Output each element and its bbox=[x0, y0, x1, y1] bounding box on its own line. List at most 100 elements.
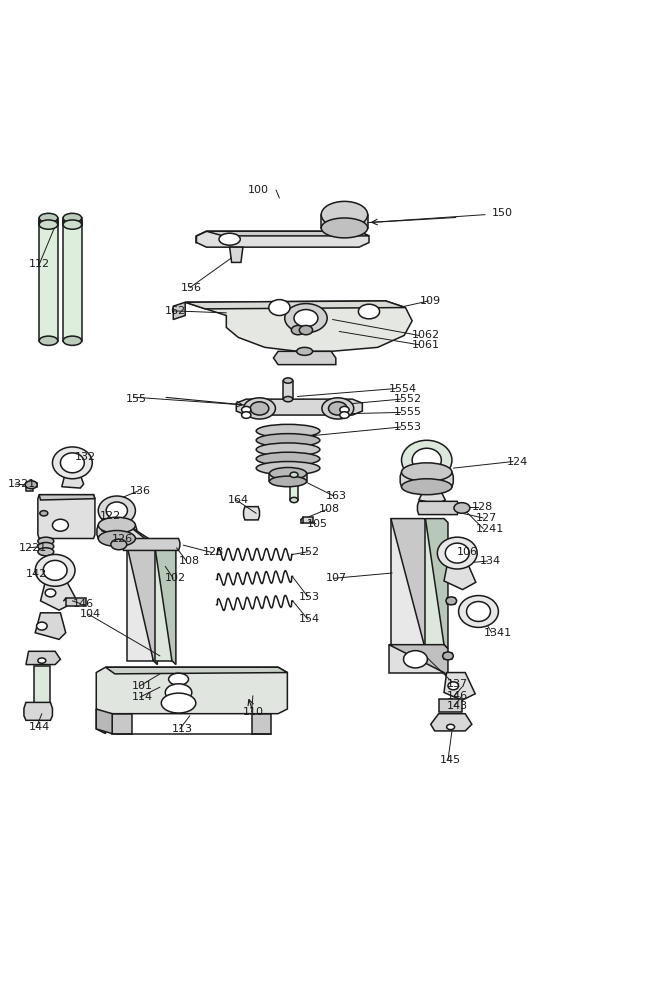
Text: 146: 146 bbox=[72, 599, 94, 609]
Polygon shape bbox=[115, 542, 123, 547]
Polygon shape bbox=[26, 651, 61, 665]
Polygon shape bbox=[439, 699, 462, 712]
Polygon shape bbox=[185, 301, 412, 351]
Polygon shape bbox=[458, 505, 466, 511]
Text: 113: 113 bbox=[172, 724, 193, 734]
Polygon shape bbox=[426, 519, 448, 649]
Ellipse shape bbox=[438, 537, 477, 569]
Ellipse shape bbox=[459, 596, 498, 627]
Ellipse shape bbox=[256, 434, 320, 447]
Ellipse shape bbox=[321, 201, 368, 228]
Text: 108: 108 bbox=[178, 556, 199, 566]
Ellipse shape bbox=[402, 463, 452, 481]
Text: 150: 150 bbox=[491, 208, 513, 218]
Ellipse shape bbox=[219, 233, 240, 245]
Ellipse shape bbox=[38, 658, 46, 663]
Polygon shape bbox=[39, 221, 58, 341]
Polygon shape bbox=[444, 653, 452, 659]
Polygon shape bbox=[389, 645, 448, 677]
Ellipse shape bbox=[339, 403, 350, 411]
Polygon shape bbox=[63, 221, 82, 341]
Ellipse shape bbox=[25, 481, 37, 489]
Polygon shape bbox=[431, 714, 472, 731]
Polygon shape bbox=[96, 709, 106, 734]
Polygon shape bbox=[42, 550, 50, 554]
Polygon shape bbox=[102, 525, 159, 550]
Text: 1552: 1552 bbox=[394, 394, 422, 404]
Text: 137: 137 bbox=[447, 679, 467, 689]
Text: 1061: 1061 bbox=[412, 340, 440, 350]
Text: 128: 128 bbox=[472, 502, 493, 512]
Ellipse shape bbox=[358, 304, 380, 319]
Text: 1553: 1553 bbox=[394, 422, 422, 432]
Ellipse shape bbox=[404, 651, 428, 668]
Text: 163: 163 bbox=[326, 491, 347, 501]
Polygon shape bbox=[391, 519, 428, 649]
Polygon shape bbox=[42, 544, 50, 548]
Ellipse shape bbox=[256, 452, 320, 465]
Polygon shape bbox=[62, 471, 84, 488]
Text: 1554: 1554 bbox=[389, 384, 417, 394]
Polygon shape bbox=[41, 580, 77, 610]
Ellipse shape bbox=[98, 517, 136, 533]
Ellipse shape bbox=[39, 336, 58, 345]
Polygon shape bbox=[96, 667, 287, 714]
Polygon shape bbox=[122, 538, 180, 550]
Ellipse shape bbox=[322, 398, 354, 419]
Ellipse shape bbox=[45, 589, 56, 597]
Ellipse shape bbox=[283, 396, 293, 402]
Text: 126: 126 bbox=[112, 534, 133, 544]
Ellipse shape bbox=[162, 693, 196, 713]
Ellipse shape bbox=[98, 531, 136, 546]
Text: 104: 104 bbox=[80, 609, 102, 619]
Text: 155: 155 bbox=[126, 394, 146, 404]
Polygon shape bbox=[229, 247, 243, 262]
Polygon shape bbox=[273, 351, 336, 365]
Polygon shape bbox=[272, 465, 304, 471]
Ellipse shape bbox=[37, 622, 47, 630]
Ellipse shape bbox=[63, 213, 82, 223]
Ellipse shape bbox=[250, 402, 269, 415]
Polygon shape bbox=[185, 301, 406, 309]
Polygon shape bbox=[269, 473, 307, 481]
Polygon shape bbox=[112, 714, 132, 734]
Polygon shape bbox=[97, 525, 137, 538]
Ellipse shape bbox=[246, 403, 257, 411]
Ellipse shape bbox=[43, 560, 67, 580]
Polygon shape bbox=[38, 495, 95, 538]
Text: 144: 144 bbox=[29, 722, 50, 732]
Ellipse shape bbox=[448, 682, 459, 690]
Ellipse shape bbox=[285, 304, 327, 333]
Polygon shape bbox=[283, 381, 293, 399]
Ellipse shape bbox=[447, 724, 455, 730]
Text: 1341: 1341 bbox=[484, 628, 512, 638]
Polygon shape bbox=[448, 598, 456, 604]
Polygon shape bbox=[127, 545, 154, 661]
Polygon shape bbox=[63, 218, 82, 225]
Text: 122: 122 bbox=[100, 511, 122, 521]
Polygon shape bbox=[303, 517, 313, 523]
Ellipse shape bbox=[329, 402, 347, 415]
Text: 132: 132 bbox=[75, 452, 96, 462]
Ellipse shape bbox=[290, 472, 298, 477]
Polygon shape bbox=[106, 667, 287, 674]
Ellipse shape bbox=[39, 217, 58, 226]
Ellipse shape bbox=[169, 673, 188, 685]
Ellipse shape bbox=[256, 443, 320, 456]
Text: 128: 128 bbox=[203, 547, 224, 557]
Text: 124: 124 bbox=[506, 457, 527, 467]
Ellipse shape bbox=[256, 424, 320, 438]
Ellipse shape bbox=[111, 539, 127, 550]
Text: 156: 156 bbox=[181, 283, 202, 293]
Polygon shape bbox=[26, 487, 33, 491]
Ellipse shape bbox=[241, 412, 251, 418]
Ellipse shape bbox=[61, 453, 84, 473]
Text: 153: 153 bbox=[299, 592, 321, 602]
Ellipse shape bbox=[290, 497, 298, 503]
Polygon shape bbox=[389, 645, 444, 673]
Ellipse shape bbox=[38, 542, 54, 550]
Polygon shape bbox=[400, 472, 454, 487]
Ellipse shape bbox=[454, 503, 470, 513]
Text: 142: 142 bbox=[26, 569, 47, 579]
Text: 146: 146 bbox=[447, 691, 467, 701]
